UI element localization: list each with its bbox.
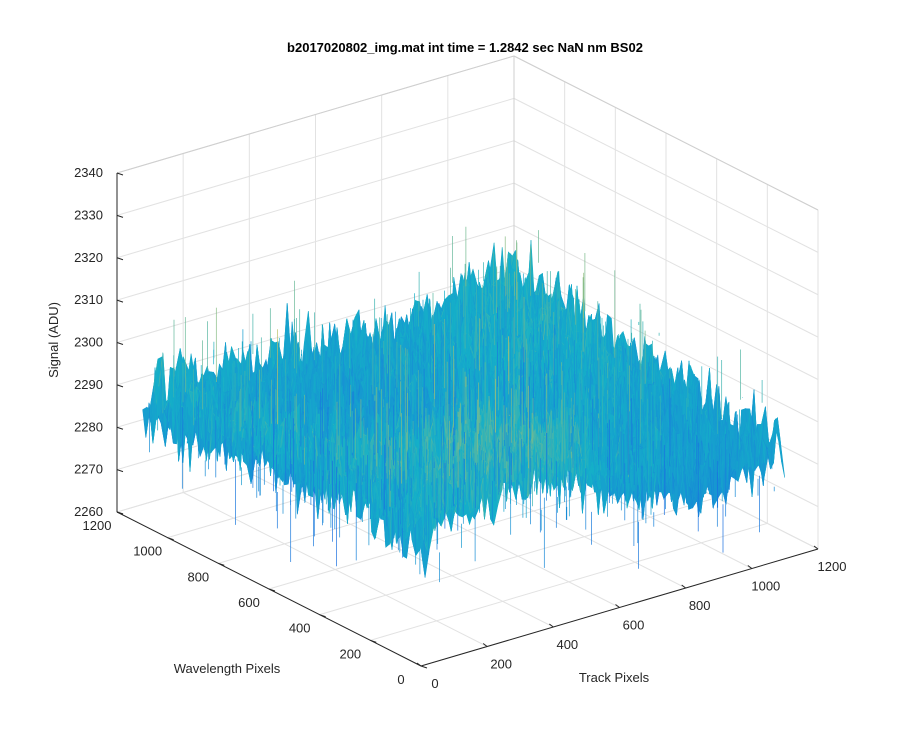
box-edge [116, 55, 515, 174]
side-wall-grid-line [513, 225, 819, 380]
side-wall-grid-line [513, 267, 819, 423]
box-edge [513, 55, 819, 211]
floor-grid-line [319, 497, 717, 616]
back-wall-grid-line [116, 182, 515, 301]
side-wall-grid-line [513, 182, 819, 338]
back-wall-grid-line [116, 97, 515, 216]
side-wall-grid-line [513, 140, 819, 296]
floor-grid-line [370, 522, 768, 641]
back-wall-grid-line [116, 140, 515, 259]
surface-plot [142, 226, 785, 583]
side-wall-grid-line [513, 97, 819, 253]
back-wall-grid-line [116, 225, 515, 343]
